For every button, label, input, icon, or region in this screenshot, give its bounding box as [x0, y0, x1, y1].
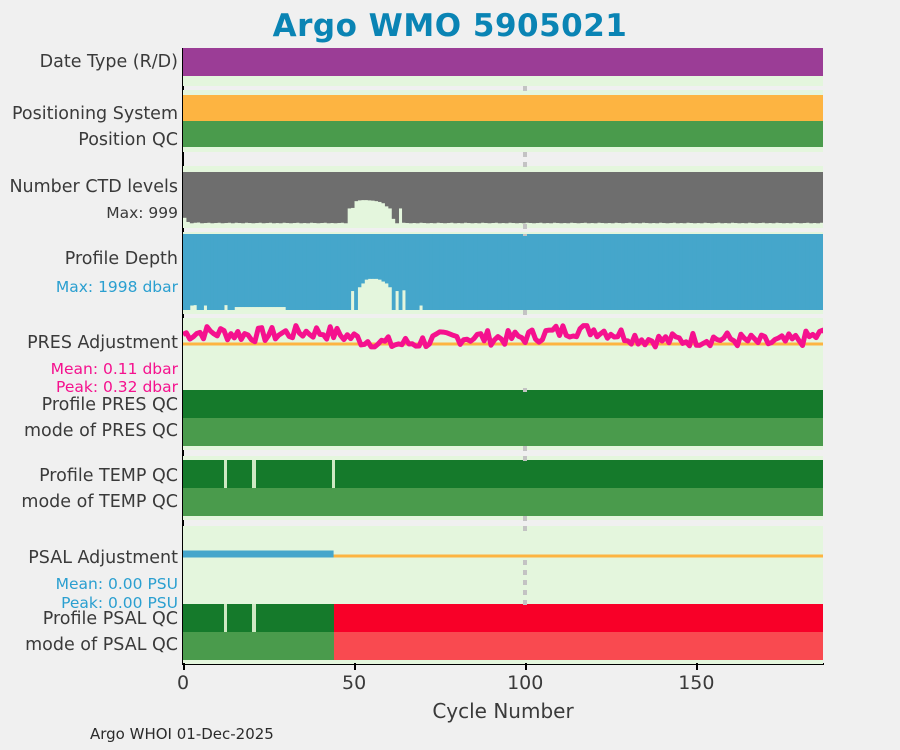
date-type-band: [183, 48, 823, 76]
label-psal-qc-0: Profile PSAL QC: [42, 609, 178, 629]
cycle-marker-line: [523, 86, 528, 96]
panel-ctd-levels: [183, 172, 823, 224]
panel-positioning: [183, 95, 823, 147]
x-tick: [525, 663, 528, 670]
label-pres-qc-0: Profile PRES QC: [41, 395, 178, 415]
panel-pres-qc: [183, 390, 823, 446]
cycle-marker-line: [523, 516, 528, 532]
panel-psal-qc: [183, 604, 823, 660]
positioning-system-band: [183, 95, 823, 121]
label-temp-qc-0: Profile TEMP QC: [39, 466, 178, 486]
panel-background: [183, 318, 823, 390]
x-tick-label: 100: [507, 672, 544, 694]
mode-psal-qc-band-bad: [333, 632, 823, 660]
panel-pres-adjustment: [183, 318, 823, 388]
cycle-marker-line: [523, 446, 528, 462]
cycle-marker-line: [523, 388, 528, 392]
label-pres-adjustment-1: Mean: 0.11 dbar: [50, 360, 178, 378]
mode-psal-qc-band-good: [183, 632, 334, 660]
label-ctd-levels-0: Number CTD levels: [9, 177, 178, 197]
label-psal-adjustment-1: Mean: 0.00 PSU: [55, 575, 178, 593]
bars-profile-depth: [183, 234, 823, 310]
line-pres-adjustment: [183, 323, 823, 350]
band-gap: [224, 460, 228, 488]
label-profile-depth-0: Profile Depth: [64, 249, 178, 269]
profile-psal-qc-band-bad: [333, 604, 823, 632]
x-tick: [696, 663, 699, 670]
x-axis-line: [182, 663, 824, 665]
mode-temp-qc-band: [183, 488, 823, 516]
label-pres-adjustment-0: PRES Adjustment: [27, 333, 178, 353]
cycle-marker-line: [523, 310, 528, 320]
x-tick-label: 0: [176, 672, 190, 694]
panel-date-type: [183, 48, 823, 86]
bars-ctd-levels: [183, 172, 823, 224]
panel-background: [183, 526, 823, 602]
mode-pres-qc-band: [183, 418, 823, 446]
x-axis-label: Cycle Number: [432, 699, 574, 723]
panel-profile-depth: [183, 234, 823, 310]
line-psal-adjustment: [183, 550, 823, 558]
profile-pres-qc-band: [183, 390, 823, 418]
position-qc-band: [183, 121, 823, 147]
label-ctd-levels-1: Max: 999: [106, 204, 178, 222]
label-pres-qc-1: mode of PRES QC: [23, 421, 178, 441]
band-gap: [331, 460, 336, 488]
band-gap: [252, 604, 256, 632]
x-tick: [183, 663, 185, 670]
label-date-type-0: Date Type (R/D): [39, 52, 178, 72]
label-positioning-0: Positioning System: [11, 104, 178, 124]
panel-psal-adjustment: [183, 530, 823, 602]
label-temp-qc-1: mode of TEMP QC: [21, 492, 178, 512]
cycle-marker-line: [523, 152, 528, 172]
x-tick-label: 50: [342, 672, 367, 694]
label-psal-qc-1: mode of PSAL QC: [25, 635, 178, 655]
band-gap: [252, 460, 256, 488]
panel-temp-qc: [183, 460, 823, 516]
x-tick-label: 150: [678, 672, 715, 694]
label-psal-adjustment-2: Peak: 0.00 PSU: [61, 594, 178, 612]
band-gap: [224, 604, 228, 632]
cycle-marker-line: [523, 224, 528, 236]
label-positioning-1: Position QC: [78, 130, 178, 150]
profile-temp-qc-band: [183, 460, 823, 488]
footer-credit: Argo WHOI 01-Dec-2025: [90, 725, 274, 743]
label-profile-depth-1: Max: 1998 dbar: [55, 278, 178, 296]
x-tick: [354, 663, 357, 670]
cycle-marker-line: [523, 560, 528, 606]
label-psal-adjustment-0: PSAL Adjustment: [28, 548, 178, 568]
label-pres-adjustment-2: Peak: 0.32 dbar: [56, 378, 178, 396]
plot-area: [183, 48, 823, 664]
page-title: Argo WMO 5905021: [272, 8, 628, 44]
profile-psal-qc-band-good: [183, 604, 334, 632]
